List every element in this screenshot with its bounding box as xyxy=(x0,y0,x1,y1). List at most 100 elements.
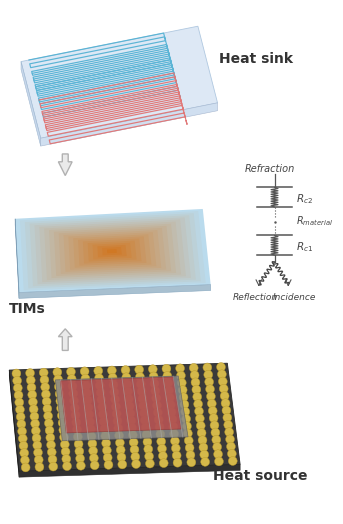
Polygon shape xyxy=(49,224,176,278)
Circle shape xyxy=(159,458,168,467)
Circle shape xyxy=(196,414,204,423)
Polygon shape xyxy=(58,329,72,351)
Circle shape xyxy=(208,407,217,415)
Circle shape xyxy=(193,392,202,401)
Circle shape xyxy=(95,381,104,390)
Circle shape xyxy=(137,379,145,388)
Circle shape xyxy=(27,383,36,392)
Circle shape xyxy=(103,453,112,462)
Circle shape xyxy=(108,373,117,382)
Circle shape xyxy=(67,375,76,384)
Circle shape xyxy=(59,425,68,434)
Circle shape xyxy=(98,402,107,411)
Circle shape xyxy=(139,401,148,410)
Circle shape xyxy=(73,425,82,434)
Circle shape xyxy=(87,432,96,441)
Circle shape xyxy=(228,456,237,465)
Circle shape xyxy=(153,401,162,410)
Circle shape xyxy=(13,376,22,385)
Circle shape xyxy=(29,405,38,413)
Polygon shape xyxy=(58,154,72,176)
Polygon shape xyxy=(15,209,211,292)
Circle shape xyxy=(46,433,55,442)
Circle shape xyxy=(60,433,69,442)
Polygon shape xyxy=(107,249,117,253)
Circle shape xyxy=(184,429,192,438)
Circle shape xyxy=(218,377,227,386)
Circle shape xyxy=(44,411,52,420)
Circle shape xyxy=(177,378,186,387)
Circle shape xyxy=(28,390,37,399)
Circle shape xyxy=(55,389,64,398)
Circle shape xyxy=(205,377,214,386)
Circle shape xyxy=(158,452,167,460)
Circle shape xyxy=(216,363,225,372)
Circle shape xyxy=(90,461,99,470)
Circle shape xyxy=(190,370,199,379)
Circle shape xyxy=(170,429,179,438)
Circle shape xyxy=(72,418,81,427)
Circle shape xyxy=(170,436,179,445)
Circle shape xyxy=(162,364,171,373)
Circle shape xyxy=(68,382,77,390)
Circle shape xyxy=(198,436,207,444)
Polygon shape xyxy=(59,228,166,274)
Polygon shape xyxy=(93,243,132,259)
Circle shape xyxy=(103,446,111,455)
Circle shape xyxy=(21,463,30,472)
Circle shape xyxy=(76,454,84,463)
Circle shape xyxy=(194,400,202,408)
Circle shape xyxy=(104,461,113,470)
Polygon shape xyxy=(21,62,41,146)
Circle shape xyxy=(164,379,173,388)
Circle shape xyxy=(126,409,135,418)
Polygon shape xyxy=(9,363,240,471)
Circle shape xyxy=(69,389,78,398)
Circle shape xyxy=(149,365,157,374)
Text: Refraction: Refraction xyxy=(245,163,295,173)
Polygon shape xyxy=(9,370,19,477)
Circle shape xyxy=(129,438,138,447)
Circle shape xyxy=(214,450,223,458)
Circle shape xyxy=(213,443,222,451)
Circle shape xyxy=(12,369,21,378)
Polygon shape xyxy=(15,219,19,298)
Circle shape xyxy=(127,416,135,425)
Circle shape xyxy=(165,386,174,395)
Circle shape xyxy=(49,462,58,471)
Circle shape xyxy=(163,372,172,380)
Circle shape xyxy=(26,368,35,377)
Circle shape xyxy=(192,385,201,394)
Polygon shape xyxy=(102,247,122,255)
Circle shape xyxy=(151,386,160,395)
Circle shape xyxy=(89,446,97,455)
Circle shape xyxy=(76,461,85,470)
Polygon shape xyxy=(54,226,171,276)
Circle shape xyxy=(95,374,104,383)
Circle shape xyxy=(132,460,141,468)
Text: $R_{c1}$: $R_{c1}$ xyxy=(296,241,313,254)
Circle shape xyxy=(143,438,152,446)
Circle shape xyxy=(70,396,79,405)
Circle shape xyxy=(157,437,166,446)
Circle shape xyxy=(33,441,42,450)
Circle shape xyxy=(35,463,44,472)
Circle shape xyxy=(168,415,177,424)
Circle shape xyxy=(155,422,164,431)
Circle shape xyxy=(128,423,137,432)
Circle shape xyxy=(116,445,125,454)
Circle shape xyxy=(180,400,189,409)
Circle shape xyxy=(44,419,53,428)
Circle shape xyxy=(194,407,203,416)
Circle shape xyxy=(39,368,48,377)
Circle shape xyxy=(204,370,213,379)
Circle shape xyxy=(32,434,41,442)
Circle shape xyxy=(169,422,178,431)
Circle shape xyxy=(149,372,158,381)
Circle shape xyxy=(19,441,28,450)
Circle shape xyxy=(117,453,126,462)
Circle shape xyxy=(182,414,191,423)
Circle shape xyxy=(70,403,79,412)
Text: Reflection: Reflection xyxy=(232,293,277,302)
Circle shape xyxy=(153,408,162,417)
